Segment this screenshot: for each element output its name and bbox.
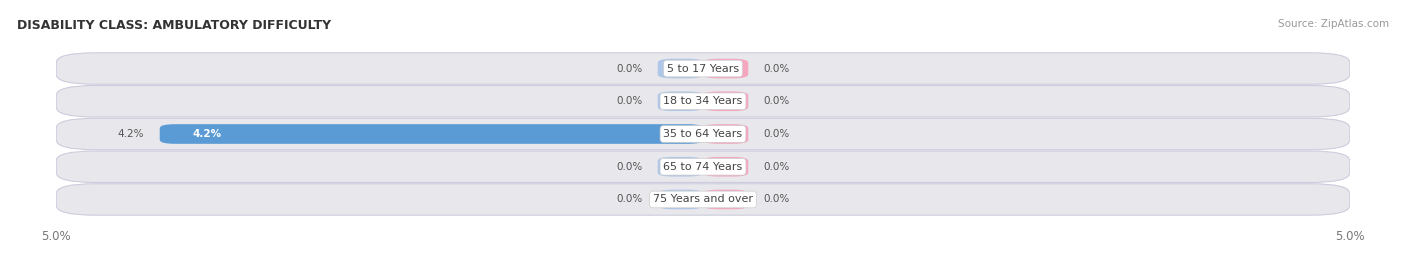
FancyBboxPatch shape — [56, 85, 1350, 117]
FancyBboxPatch shape — [658, 91, 703, 111]
Text: 75 Years and over: 75 Years and over — [652, 195, 754, 204]
Text: 0.0%: 0.0% — [763, 195, 790, 204]
Text: 0.0%: 0.0% — [763, 64, 790, 73]
FancyBboxPatch shape — [703, 157, 748, 177]
Text: 0.0%: 0.0% — [616, 96, 643, 106]
FancyBboxPatch shape — [160, 124, 703, 144]
FancyBboxPatch shape — [703, 91, 748, 111]
Text: 0.0%: 0.0% — [763, 96, 790, 106]
Text: 18 to 34 Years: 18 to 34 Years — [664, 96, 742, 106]
Text: DISABILITY CLASS: AMBULATORY DIFFICULTY: DISABILITY CLASS: AMBULATORY DIFFICULTY — [17, 19, 330, 32]
FancyBboxPatch shape — [703, 124, 748, 144]
FancyBboxPatch shape — [658, 59, 703, 78]
Text: 4.2%: 4.2% — [118, 129, 145, 139]
Text: 4.2%: 4.2% — [193, 129, 221, 139]
Text: 0.0%: 0.0% — [763, 162, 790, 172]
Text: 65 to 74 Years: 65 to 74 Years — [664, 162, 742, 172]
Text: 0.0%: 0.0% — [616, 64, 643, 73]
Text: 0.0%: 0.0% — [763, 129, 790, 139]
FancyBboxPatch shape — [658, 190, 703, 209]
FancyBboxPatch shape — [56, 118, 1350, 150]
FancyBboxPatch shape — [703, 190, 748, 209]
Text: 5 to 17 Years: 5 to 17 Years — [666, 64, 740, 73]
Text: 35 to 64 Years: 35 to 64 Years — [664, 129, 742, 139]
Text: Source: ZipAtlas.com: Source: ZipAtlas.com — [1278, 19, 1389, 29]
FancyBboxPatch shape — [703, 59, 748, 78]
FancyBboxPatch shape — [56, 53, 1350, 84]
Text: 0.0%: 0.0% — [616, 162, 643, 172]
FancyBboxPatch shape — [56, 184, 1350, 215]
FancyBboxPatch shape — [658, 157, 703, 177]
Text: 0.0%: 0.0% — [616, 195, 643, 204]
FancyBboxPatch shape — [56, 151, 1350, 183]
